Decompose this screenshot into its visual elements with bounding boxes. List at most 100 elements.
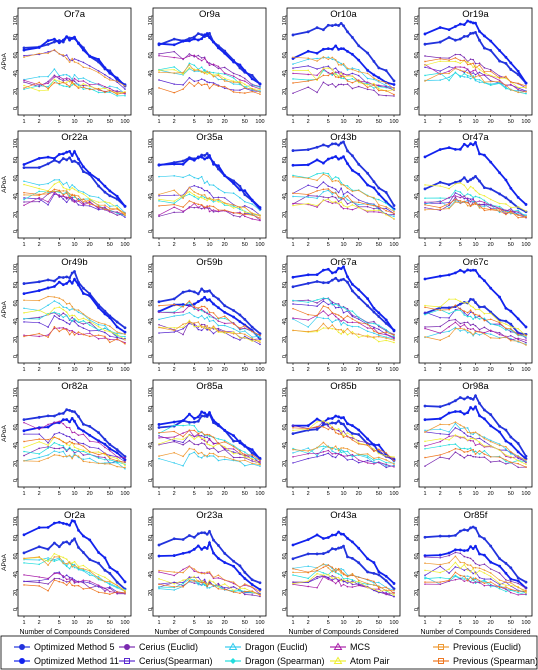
y-tick-label: 80 [282,157,288,163]
data-point [173,571,176,573]
data-point [97,87,100,90]
series-line [158,576,261,596]
x-tick-label: 50 [376,491,382,497]
data-point [469,315,472,318]
data-point [182,88,184,90]
y-tick-label: 60 [13,424,19,430]
data-point [292,582,294,585]
data-point [232,444,235,447]
data-point [342,422,345,426]
data-point [448,72,450,75]
data-point [197,571,200,574]
data-point [505,459,507,461]
data-point [206,60,208,63]
data-point [208,571,211,573]
data-point [385,333,387,336]
data-point [448,335,450,337]
data-point [158,193,160,196]
data-point [200,579,203,582]
x-tick-label: 100 [120,491,129,497]
data-point [68,542,72,546]
x-tick-label: 100 [521,367,530,373]
data-point [377,209,380,212]
data-point [193,451,196,454]
data-point [203,310,206,313]
data-point [291,57,295,60]
data-point [73,454,76,457]
y-tick-label: 0 [148,608,154,611]
data-point [474,65,477,67]
data-point [291,163,295,167]
series-line [424,68,527,93]
data-point [232,72,235,75]
data-point [447,306,451,310]
data-point [357,546,361,550]
data-point [292,174,294,177]
data-point [53,279,56,283]
data-point [193,425,196,427]
data-point [292,427,294,429]
data-point [472,75,474,77]
data-point [385,461,387,464]
x-axis-label: Number of Compounds Considered [19,629,129,636]
data-point [330,547,334,551]
x-tick-label: 50 [242,491,248,497]
data-point [448,65,450,68]
data-point [23,191,25,194]
data-point [124,467,126,470]
data-point [471,407,475,411]
x-tick-label: 10 [206,491,212,497]
data-point [46,278,50,282]
data-point [23,84,25,87]
series-line [158,54,261,90]
y-tick-label: 60 [148,175,154,181]
data-point [53,315,56,317]
x-axis-label: Number of Compounds Considered [420,629,530,636]
x-tick-label: 20 [87,242,93,248]
data-point [200,451,203,454]
data-point [38,335,41,338]
data-point [46,286,50,290]
data-point [70,519,74,523]
series-line [23,436,126,466]
data-point [71,200,73,202]
data-point [471,176,475,180]
data-point [447,273,451,277]
data-point [340,579,342,582]
series-line [158,67,261,90]
data-point [62,579,65,582]
data-point [307,330,310,333]
data-point [38,81,41,84]
data-point [466,19,470,23]
data-point [188,576,191,578]
data-point [505,586,507,588]
data-point [489,329,492,332]
data-point [509,461,512,463]
data-point [327,317,330,320]
data-point [322,181,325,183]
data-point [346,448,349,450]
data-point [47,564,49,566]
x-tick-label: 100 [389,242,398,248]
data-point [206,73,208,75]
data-point [366,444,369,447]
data-point [37,426,41,429]
data-point [173,589,176,591]
data-point [73,201,76,203]
data-point [346,582,349,584]
data-point [504,61,508,65]
y-tick-label: 20 [282,461,288,467]
data-point [188,429,191,431]
data-point [423,404,427,408]
data-point [88,294,92,298]
data-point [458,179,462,183]
series-line [292,573,395,596]
y-tick-label: 20 [414,89,420,95]
data-point [108,565,112,569]
data-point [469,545,473,549]
data-point [458,529,462,533]
data-point [377,79,380,82]
data-point [483,572,486,574]
data-point [489,318,492,321]
data-point [188,53,191,55]
